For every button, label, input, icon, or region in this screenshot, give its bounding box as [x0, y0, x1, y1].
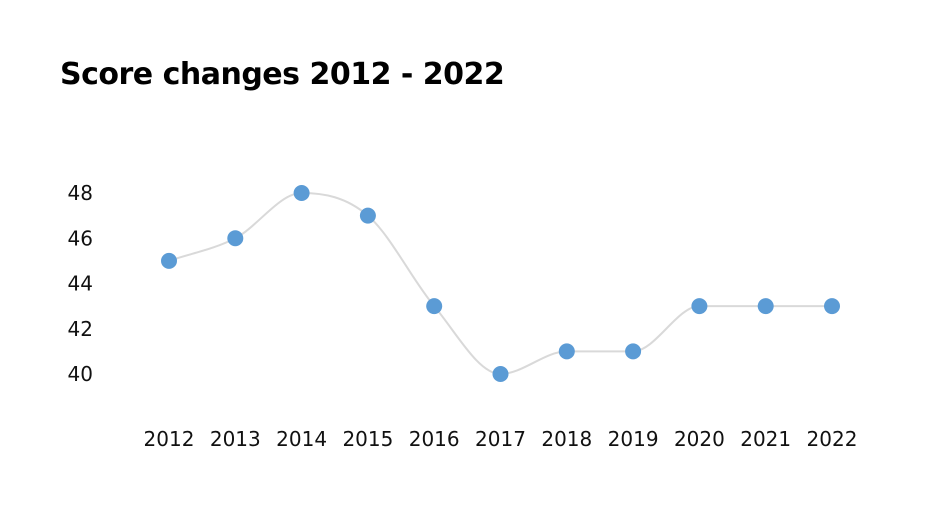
data-point-2020 — [691, 298, 708, 315]
chart-title: Score changes 2012 - 2022 — [60, 57, 505, 92]
data-point-2019 — [625, 343, 642, 360]
x-tick-label: 2016 — [409, 427, 460, 451]
x-tick-label: 2013 — [210, 427, 261, 451]
data-point-2015 — [359, 207, 376, 224]
data-point-2021 — [757, 298, 774, 315]
data-point-2018 — [558, 343, 575, 360]
data-point-2014 — [293, 185, 310, 201]
data-point-2022 — [824, 298, 840, 315]
y-tick-label: 44 — [68, 272, 93, 296]
y-tick-label: 48 — [68, 181, 93, 205]
x-tick-label: 2022 — [807, 427, 858, 451]
y-axis-ticks: 48 46 44 42 40 — [68, 181, 93, 386]
series-line — [168, 191, 832, 376]
x-tick-label: 2015 — [342, 427, 393, 451]
x-tick-label: 2017 — [475, 427, 526, 451]
data-point-2016 — [426, 298, 443, 315]
x-tick-label: 2021 — [740, 427, 791, 451]
x-tick-label: 2014 — [276, 427, 327, 451]
data-point-2017 — [492, 366, 509, 382]
data-point-2012 — [161, 252, 177, 269]
x-tick-label: 2020 — [674, 427, 725, 451]
x-tick-label: 2012 — [144, 427, 195, 451]
data-point-2013 — [227, 230, 244, 247]
x-tick-label: 2019 — [608, 427, 659, 451]
y-tick-label: 42 — [68, 317, 93, 341]
y-tick-label: 40 — [68, 362, 93, 386]
x-tick-label: 2018 — [541, 427, 592, 451]
x-axis-ticks: 2012 2013 2014 2015 2016 2017 2018 2019 2020 2021… — [144, 427, 858, 451]
y-tick-label: 46 — [68, 226, 93, 250]
series-group — [161, 185, 840, 382]
